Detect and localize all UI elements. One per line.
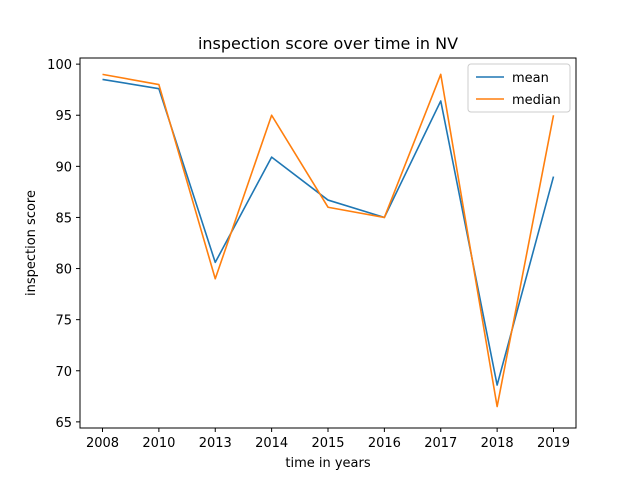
y-tick-label-100: 100 — [47, 58, 72, 73]
plot-frame — [79, 57, 577, 429]
y-tick-label-70: 70 — [55, 365, 72, 380]
x-tick-label-2016: 2016 — [368, 436, 401, 451]
plot-area — [102, 73, 555, 408]
x-tick-label-2018: 2018 — [481, 436, 514, 451]
x-axis-label: time in years — [285, 456, 370, 471]
x-tick-label-2019: 2019 — [537, 436, 570, 451]
x-tick-label-2008: 2008 — [86, 436, 119, 451]
y-tick-label-75: 75 — [55, 314, 72, 329]
y-axis-label: inspection score — [24, 190, 39, 296]
x-tick-label-2010: 2010 — [142, 436, 175, 451]
series-line-median — [102, 73, 555, 408]
legend-box — [467, 63, 571, 113]
x-tick-label-2015: 2015 — [311, 436, 344, 451]
legend-label-median: median — [512, 93, 561, 108]
x-tick-label-2014: 2014 — [255, 436, 288, 451]
y-tick-label-95: 95 — [55, 109, 72, 124]
y-tick-label-90: 90 — [55, 160, 72, 175]
x-tick-label-2017: 2017 — [424, 436, 457, 451]
y-axis: 65 70 75 80 85 90 95 100 — [47, 58, 80, 431]
legend: mean median — [467, 63, 571, 113]
x-axis: 2008 2010 2013 2014 2015 2016 2017 2018 2019 — [86, 428, 570, 451]
y-tick-label-65: 65 — [55, 416, 72, 431]
y-tick-label-80: 80 — [55, 263, 72, 278]
legend-label-mean: mean — [512, 71, 549, 86]
y-tick-label-85: 85 — [55, 211, 72, 226]
chart-title: inspection score over time in NV — [198, 34, 458, 53]
x-tick-label-2013: 2013 — [199, 436, 232, 451]
